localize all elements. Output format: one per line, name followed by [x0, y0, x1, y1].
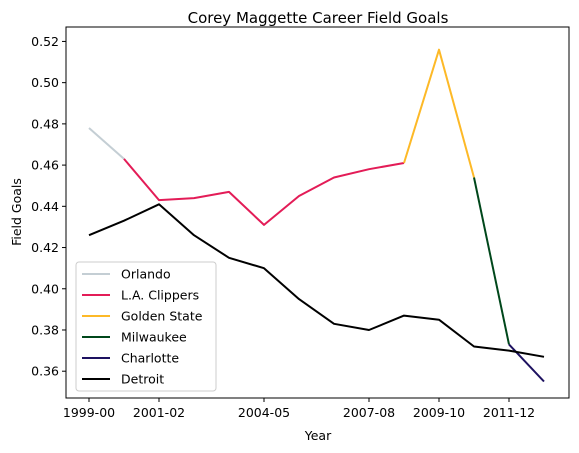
chart-title: Corey Maggette Career Field Goals: [188, 9, 449, 27]
legend-label: Orlando: [121, 267, 171, 282]
series-line-charlotte: [508, 343, 545, 383]
y-tick-label: 0.50: [31, 75, 59, 90]
x-tick-label: 2007-08: [343, 405, 395, 420]
legend-label: Charlotte: [121, 351, 179, 366]
y-tick-label: 0.36: [31, 364, 59, 379]
x-axis-label: Year: [304, 428, 332, 443]
y-tick-label: 0.40: [31, 281, 59, 296]
legend-label: Milwaukee: [121, 330, 187, 345]
y-tick-label: 0.52: [31, 34, 59, 49]
y-tick-label: 0.42: [31, 240, 59, 255]
legend-label: Detroit: [121, 372, 164, 387]
legend-label: L.A. Clippers: [121, 288, 199, 303]
y-tick-label: 0.44: [31, 199, 59, 214]
plot-area: [88, 48, 545, 383]
x-tick-label: 1999-00: [63, 405, 115, 420]
plot-frame: [65, 26, 570, 399]
y-tick-label: 0.48: [31, 116, 59, 131]
y-axis: 0.36 0.38 0.40 0.42 0.44 0.46 0.48 0.50 0.52: [31, 34, 66, 379]
legend-box: [75, 261, 217, 392]
y-tick-label: 0.46: [31, 158, 59, 173]
legend: Orlando L.A. Clippers Golden State Milwauke…: [75, 261, 217, 392]
x-tick-label: 2011-12: [483, 405, 535, 420]
x-tick-label: 2009-10: [413, 405, 465, 420]
series-line-golden-state: [403, 48, 475, 178]
y-tick-label: 0.38: [31, 322, 59, 337]
series-line-l-a-clippers: [123, 158, 405, 226]
y-axis-label: Field Goals: [9, 178, 24, 246]
series-line-milwaukee: [473, 177, 510, 345]
series-line-detroit: [88, 203, 545, 358]
legend-label: Golden State: [121, 309, 203, 324]
x-tick-label: 2001-02: [133, 405, 185, 420]
series-line-orlando: [88, 127, 125, 160]
x-tick-label: 2004-05: [238, 405, 290, 420]
x-axis: 1999-00 2001-02 2004-05 2007-08 2009-10 2011-…: [63, 398, 535, 420]
